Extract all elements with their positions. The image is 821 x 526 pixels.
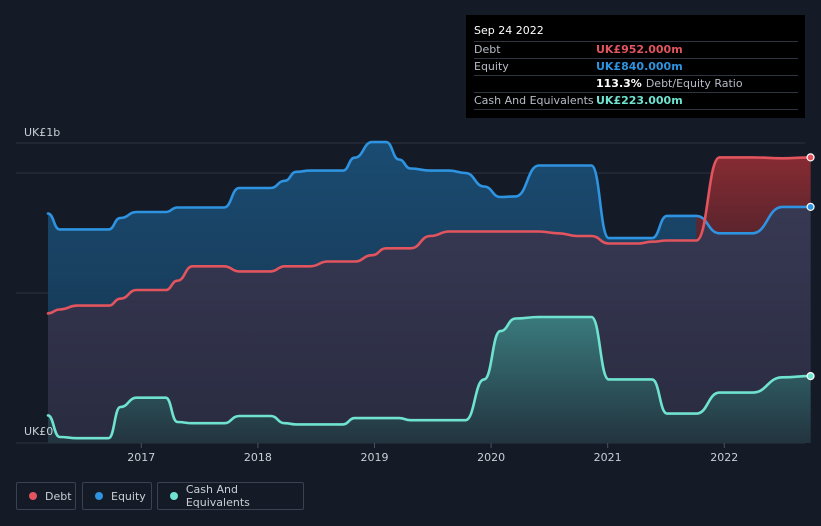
line-equity: [46, 140, 812, 240]
series-areas: [48, 142, 811, 443]
legend-equity-label: Equity: [111, 489, 146, 503]
line-debt: [46, 156, 812, 315]
tooltip-cash-label: Cash And Equivalents: [474, 94, 594, 107]
tooltip-debt-row: Debt UK£952.000m: [474, 41, 798, 58]
legend-cash-label: Cash And Equivalents: [185, 483, 250, 509]
legend-debt-label: Debt: [45, 489, 72, 503]
x-tick-label: 2022: [710, 451, 738, 464]
tooltip-ratio-value: 113.3%: [596, 77, 642, 90]
endpoint-equity: [806, 202, 815, 211]
x-tick-label: 2017: [127, 451, 155, 464]
series-endpoints: [806, 153, 815, 381]
tooltip-equity-label: Equity: [474, 60, 509, 73]
series-lines: [46, 140, 812, 440]
area-debt: [48, 157, 811, 443]
x-tick-label: 2020: [477, 451, 505, 464]
tooltip-ratio-label: Debt/Equity Ratio: [645, 77, 743, 90]
tooltip-equity-row: Equity UK£840.000m: [474, 58, 798, 75]
legend-equity-dot: [95, 492, 103, 500]
area-debt-over-equity: [696, 157, 811, 241]
y-axis-top-label: UK£1b: [24, 126, 60, 139]
tooltip-date: Sep 24 2022: [474, 24, 544, 37]
x-tick-label: 2018: [244, 451, 272, 464]
legend-equity[interactable]: Equity: [82, 482, 152, 510]
area-cash: [48, 317, 811, 443]
legend-cash-dot: [170, 492, 178, 500]
tooltip-debt-value: UK£952.000m: [596, 43, 683, 56]
tooltip-ratio-row: 113.3% Debt/Equity Ratio: [474, 75, 798, 92]
tooltip-cash-value: UK£223.000m: [596, 94, 683, 107]
endpoint-debt: [806, 153, 815, 162]
x-tick-label: 2021: [594, 451, 622, 464]
legend-debt[interactable]: Debt: [16, 482, 76, 510]
legend-cash[interactable]: Cash And Equivalents: [157, 482, 304, 510]
legend-debt-dot: [29, 492, 37, 500]
endpoint-cash: [806, 372, 815, 381]
tooltip-panel: Sep 24 2022 Debt UK£952.000m Equity UK£8…: [466, 15, 805, 118]
tooltip-cash-row: Cash And Equivalents UK£223.000m: [474, 92, 798, 110]
y-axis-bottom-label: UK£0: [24, 425, 53, 438]
x-tick-label: 2019: [360, 451, 388, 464]
x-axis: 2017 2018 2019 2020 2021 2022: [127, 443, 738, 464]
tooltip-equity-value: UK£840.000m: [596, 60, 683, 73]
line-cash: [46, 315, 812, 440]
tooltip-debt-label: Debt: [474, 43, 501, 56]
